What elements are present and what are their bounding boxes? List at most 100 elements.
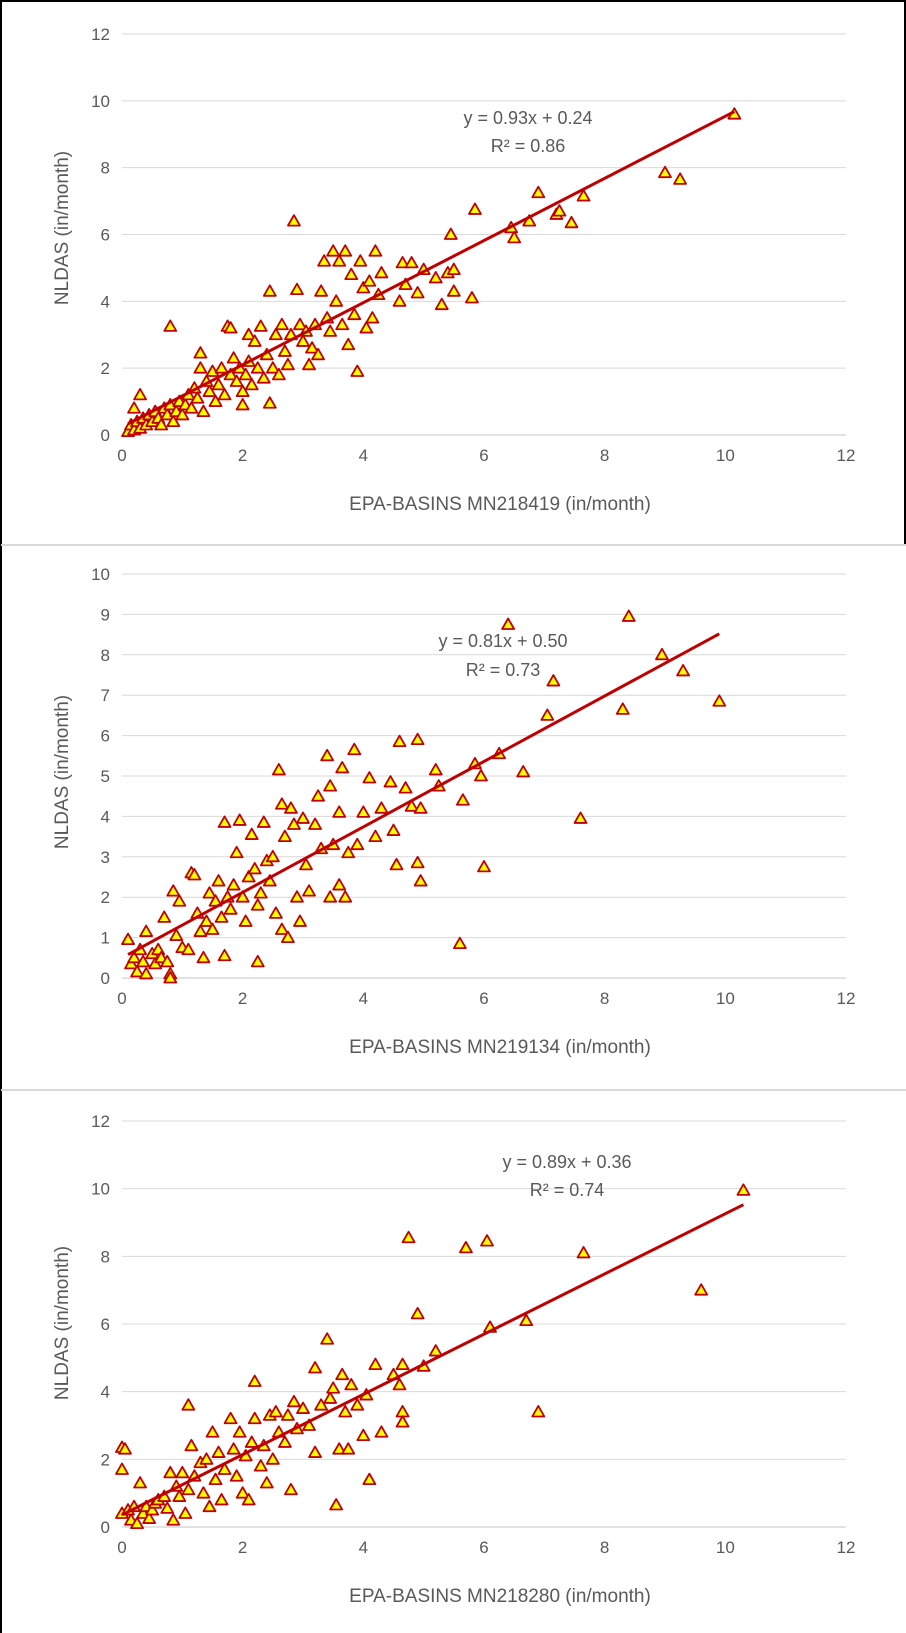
data-point xyxy=(196,1486,211,1499)
data-point xyxy=(244,1435,259,1448)
x-tick-label: 4 xyxy=(359,446,368,465)
trendline-equation: y = 0.89x + 0.36 xyxy=(502,1152,631,1172)
data-point xyxy=(410,286,425,299)
data-point xyxy=(474,769,488,782)
data-point xyxy=(290,890,304,903)
data-point xyxy=(356,281,371,294)
data-point xyxy=(211,1445,226,1458)
data-point xyxy=(290,282,304,296)
r-squared-label: R² = 0.74 xyxy=(530,1180,605,1200)
y-tick-label: 10 xyxy=(91,92,110,111)
data-point xyxy=(308,817,322,830)
y-tick-label: 2 xyxy=(101,359,110,378)
data-point xyxy=(335,317,350,331)
data-point xyxy=(274,797,289,810)
y-tick-label: 6 xyxy=(101,727,110,746)
y-axis-title: NLDAS (in/month) xyxy=(52,1246,73,1400)
data-point xyxy=(347,742,362,756)
data-point xyxy=(455,793,470,806)
data-point xyxy=(284,801,298,814)
data-point xyxy=(184,1438,199,1452)
data-point xyxy=(262,284,277,297)
data-point xyxy=(277,829,292,842)
y-tick-label: 8 xyxy=(101,1247,110,1266)
y-tick-label: 5 xyxy=(101,767,110,786)
data-point xyxy=(302,884,316,897)
x-tick-label: 2 xyxy=(238,989,247,1008)
data-point xyxy=(235,1486,250,1499)
data-point xyxy=(136,954,151,968)
data-point xyxy=(350,1398,365,1411)
data-point xyxy=(115,1462,129,1475)
data-point xyxy=(199,914,214,927)
data-point xyxy=(284,1482,298,1496)
data-point xyxy=(145,1503,160,1516)
data-point xyxy=(163,1465,178,1479)
data-point xyxy=(139,924,154,937)
data-point xyxy=(154,418,169,431)
data-point xyxy=(226,1442,241,1455)
data-point xyxy=(281,1408,295,1421)
data-point xyxy=(365,311,380,324)
data-point xyxy=(392,294,407,307)
x-tick-label: 4 xyxy=(359,989,368,1008)
x-tick-label: 2 xyxy=(238,1538,247,1557)
data-point xyxy=(247,1411,262,1425)
data-point xyxy=(676,664,690,677)
data-point xyxy=(130,1516,144,1530)
data-point xyxy=(323,324,338,337)
x-tick-label: 12 xyxy=(837,1538,856,1557)
data-point xyxy=(256,815,271,828)
data-point xyxy=(277,344,292,357)
data-point xyxy=(202,886,217,899)
data-point xyxy=(329,1498,344,1511)
data-point xyxy=(241,327,256,341)
y-tick-label: 10 xyxy=(91,565,110,584)
data-point xyxy=(223,321,238,334)
data-point xyxy=(217,815,232,828)
data-point xyxy=(404,256,419,269)
data-point xyxy=(347,307,362,321)
data-point xyxy=(443,227,458,240)
data-point xyxy=(368,244,383,257)
data-point xyxy=(208,1472,223,1486)
data-point xyxy=(133,387,148,401)
data-point xyxy=(265,849,280,863)
data-point xyxy=(262,396,277,409)
data-point xyxy=(160,1501,175,1514)
x-tick-label: 6 xyxy=(479,1538,488,1557)
data-point xyxy=(332,254,347,267)
data-point xyxy=(172,1489,187,1502)
data-point xyxy=(247,1374,262,1387)
data-point xyxy=(446,262,461,275)
data-point xyxy=(223,1411,238,1425)
data-point xyxy=(178,1506,193,1519)
data-point xyxy=(320,1332,335,1345)
data-point xyxy=(193,924,208,937)
data-point xyxy=(229,374,244,387)
data-point xyxy=(247,334,262,347)
data-point xyxy=(268,327,283,341)
data-point xyxy=(281,357,295,371)
data-point xyxy=(163,319,178,332)
data-point xyxy=(133,1476,148,1489)
data-point xyxy=(320,748,335,762)
data-point xyxy=(576,189,591,202)
data-point xyxy=(187,868,202,881)
x-tick-label: 8 xyxy=(600,989,609,1008)
data-point xyxy=(181,1482,196,1496)
data-point xyxy=(253,1459,268,1472)
data-point xyxy=(540,708,555,721)
data-point xyxy=(166,1513,181,1526)
data-point xyxy=(238,914,253,927)
data-point xyxy=(389,857,404,871)
data-point xyxy=(232,813,247,826)
x-axis-title: EPA-BASINS MN218280 (in/month) xyxy=(349,1586,651,1607)
data-point xyxy=(428,763,443,776)
y-axis-title: NLDAS (in/month) xyxy=(52,695,73,849)
data-point xyxy=(395,1415,410,1428)
data-point xyxy=(531,185,546,199)
data-point xyxy=(139,967,154,980)
trendline-equation: y = 0.93x + 0.24 xyxy=(463,108,592,128)
data-point xyxy=(338,244,353,257)
